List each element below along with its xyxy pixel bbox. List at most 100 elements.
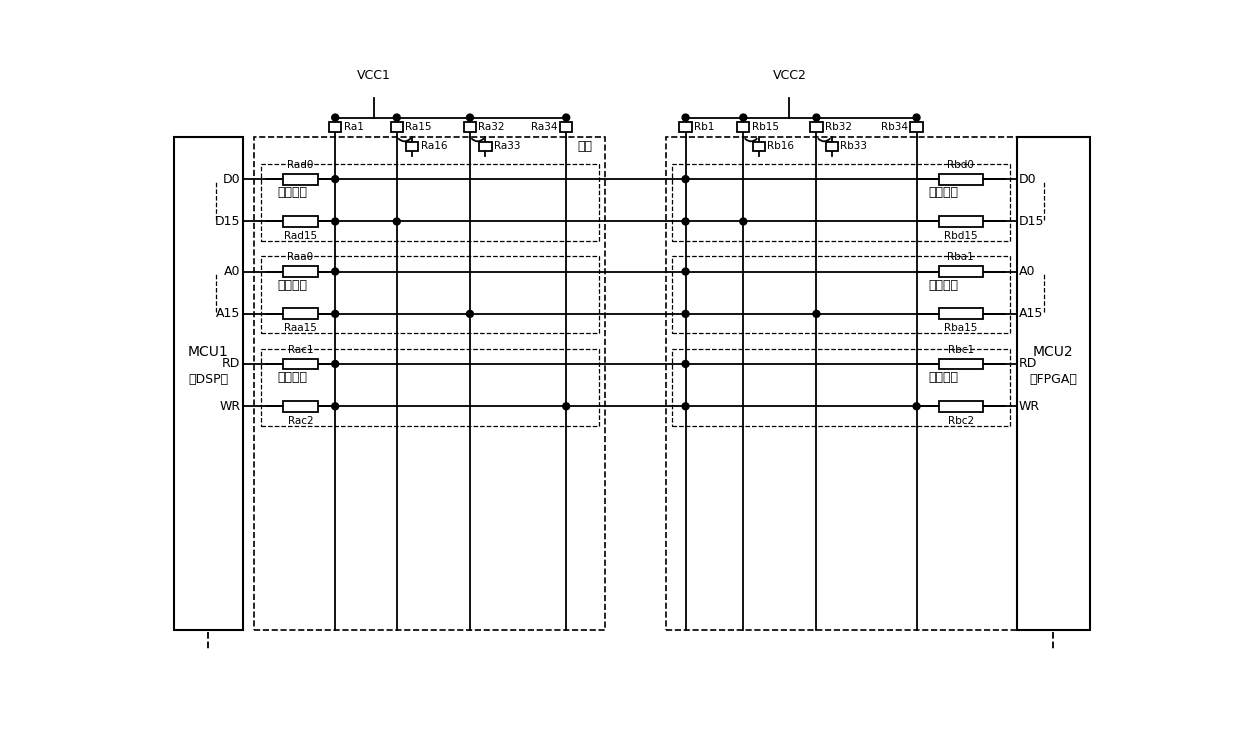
Circle shape [740,114,746,121]
Bar [560,122,573,132]
Bar [283,266,317,277]
Text: Rb16: Rb16 [768,142,794,151]
Bar [391,122,403,132]
Bar [672,349,1011,425]
Text: RD: RD [1019,358,1038,370]
Bar [174,137,243,629]
Text: （DSP）: （DSP） [188,372,228,386]
Circle shape [332,218,339,225]
Text: D0: D0 [223,173,241,186]
Bar [464,122,476,132]
Text: WR: WR [1019,400,1040,413]
Bar [910,122,923,132]
Bar [260,164,599,240]
Bar [329,122,341,132]
Circle shape [913,403,920,410]
Bar [939,266,983,277]
Circle shape [332,310,339,318]
Circle shape [682,114,689,121]
Circle shape [563,403,569,410]
Bar [672,164,1011,240]
Text: VCC1: VCC1 [357,69,391,82]
Text: Rb33: Rb33 [841,142,867,151]
Circle shape [332,176,339,183]
Circle shape [332,268,339,275]
Text: 数据总线: 数据总线 [928,186,959,199]
Circle shape [332,403,339,410]
Bar [283,309,317,319]
Bar [939,401,983,412]
Text: Rba1: Rba1 [947,252,975,262]
Bar [479,142,491,151]
Text: A15: A15 [1019,307,1043,321]
Text: Rba15: Rba15 [944,323,977,333]
Circle shape [682,176,689,183]
Bar [680,122,692,132]
Text: A0: A0 [1019,265,1035,278]
Text: D0: D0 [1019,173,1037,186]
Text: Ra32: Ra32 [479,122,505,132]
Bar [260,349,599,425]
Text: （FPGA）: （FPGA） [1029,372,1078,386]
Bar [666,137,1017,629]
Circle shape [813,114,820,121]
Text: Rac2: Rac2 [288,416,314,425]
Bar [283,401,317,412]
Text: Raa15: Raa15 [284,323,317,333]
Circle shape [682,268,689,275]
Bar [405,142,418,151]
Circle shape [563,114,569,121]
Text: Rbd0: Rbd0 [947,160,975,170]
Circle shape [466,114,474,121]
Bar [939,358,983,370]
Circle shape [393,114,401,121]
Circle shape [913,114,920,121]
Circle shape [393,218,401,225]
Text: 地址总线: 地址总线 [928,278,959,292]
Text: VCC2: VCC2 [773,69,806,82]
Circle shape [682,310,689,318]
Bar [753,142,765,151]
Circle shape [740,218,746,225]
Text: Ra1: Ra1 [343,122,363,132]
Bar [283,216,317,227]
Bar [260,256,599,333]
Text: D15: D15 [215,215,241,228]
Bar [939,309,983,319]
Text: Ra15: Ra15 [405,122,432,132]
Bar [283,358,317,370]
Bar [283,174,317,185]
Text: MCU2: MCU2 [1033,345,1074,359]
Text: MCU1: MCU1 [187,345,228,359]
Bar [254,137,605,629]
Text: Rac1: Rac1 [288,345,314,355]
Text: 数据总线: 数据总线 [278,186,308,199]
Text: Ra34: Ra34 [531,122,558,132]
Bar [939,216,983,227]
Bar [737,122,749,132]
Text: 控制总线: 控制总线 [278,371,308,384]
Circle shape [332,114,339,121]
Text: A15: A15 [216,307,241,321]
Text: Raa0: Raa0 [288,252,314,262]
Text: WR: WR [219,400,241,413]
Bar [672,256,1011,333]
Bar [826,142,838,151]
Bar [939,174,983,185]
Text: Ra16: Ra16 [420,142,448,151]
Text: Rb32: Rb32 [825,122,852,132]
Circle shape [682,218,689,225]
Circle shape [682,361,689,367]
Text: 地址总线: 地址总线 [278,278,308,292]
Circle shape [466,310,474,318]
Text: Rb1: Rb1 [694,122,714,132]
Text: A0: A0 [224,265,241,278]
Text: Rb34: Rb34 [882,122,908,132]
Text: Rbc2: Rbc2 [947,416,973,425]
Text: D15: D15 [1019,215,1044,228]
Text: Rad15: Rad15 [284,231,317,240]
Text: Rb15: Rb15 [751,122,779,132]
Text: Rad0: Rad0 [288,160,314,170]
Text: RD: RD [222,358,241,370]
Bar [1017,137,1090,629]
